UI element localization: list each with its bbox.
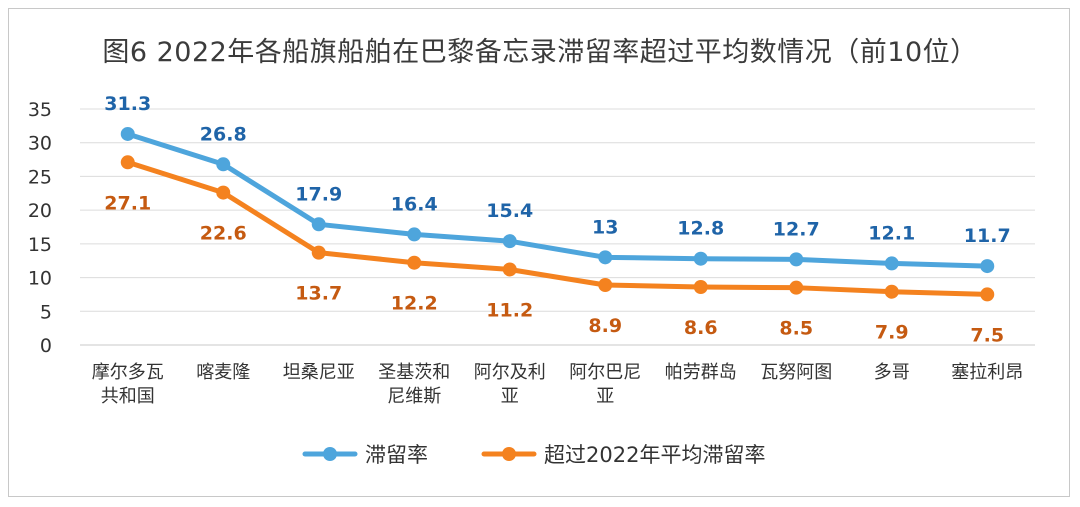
- data-point-marker: [407, 255, 422, 270]
- data-point-marker: [311, 217, 326, 232]
- legend-label-2: 超过2022年平均滞留率: [544, 443, 765, 467]
- data-label: 8.5: [779, 318, 813, 340]
- data-point-marker: [407, 227, 422, 242]
- x-category-label: 尼维斯: [387, 386, 441, 407]
- data-point-marker: [598, 250, 613, 265]
- data-label: 27.1: [104, 192, 151, 214]
- legend-marker-2: [502, 447, 516, 461]
- data-point-marker: [980, 287, 995, 302]
- data-label: 17.9: [295, 183, 342, 205]
- x-category-label: 坦桑尼亚: [283, 362, 355, 383]
- data-point-marker: [311, 245, 326, 260]
- data-point-marker: [502, 234, 517, 249]
- data-point-marker: [980, 259, 995, 274]
- series-line-1: [125, 131, 990, 269]
- y-tick-label: 15: [28, 234, 52, 256]
- chart-frame: [8, 8, 1070, 497]
- data-point-marker: [884, 284, 899, 299]
- data-label: 8.6: [684, 317, 718, 339]
- x-category-label: 阿尔及利: [474, 362, 546, 383]
- data-point-marker: [884, 256, 899, 271]
- y-tick-label: 5: [40, 301, 52, 323]
- x-category-label: 喀麦隆: [196, 362, 250, 383]
- data-point-marker: [216, 185, 231, 200]
- x-category-label: 帕劳群岛: [665, 362, 737, 383]
- y-tick-label: 35: [28, 99, 52, 121]
- x-category-label: 亚: [596, 386, 614, 407]
- y-tick-label: 0: [40, 335, 52, 357]
- data-label: 11.7: [964, 225, 1011, 247]
- series-line-2: [125, 159, 990, 297]
- data-point-marker: [693, 251, 708, 266]
- data-label: 12.8: [677, 218, 724, 240]
- x-category-label: 多哥: [874, 362, 910, 383]
- data-point-marker: [789, 280, 804, 295]
- y-tick-label: 25: [28, 166, 52, 188]
- x-category-label: 摩尔多瓦: [92, 362, 164, 383]
- x-category-label: 亚: [501, 386, 519, 407]
- data-label: 8.9: [588, 315, 622, 337]
- data-label: 16.4: [391, 193, 438, 215]
- data-label: 12.2: [391, 293, 438, 315]
- data-point-marker: [216, 157, 231, 172]
- data-point-marker: [693, 280, 708, 295]
- data-label: 11.2: [486, 299, 533, 321]
- data-label: 26.8: [200, 123, 247, 145]
- data-label: 12.1: [868, 222, 915, 244]
- legend-marker-1: [323, 447, 337, 461]
- y-tick-label: 20: [28, 200, 52, 222]
- data-label: 7.5: [970, 324, 1004, 346]
- x-category-label: 阿尔巴尼: [569, 362, 641, 383]
- data-point-marker: [120, 126, 135, 141]
- x-category-label: 共和国: [101, 386, 155, 407]
- data-label: 13.7: [295, 283, 342, 305]
- data-label: 22.6: [200, 223, 247, 245]
- data-point-marker: [598, 277, 613, 292]
- chart-title: 图6 2022年各船旗船舶在巴黎备忘录滞留率超过平均数情况（前10位）: [102, 37, 978, 68]
- y-tick-label: 10: [28, 268, 52, 290]
- data-point-marker: [120, 155, 135, 170]
- x-category-label: 瓦努阿图: [760, 362, 832, 383]
- data-point-marker: [789, 252, 804, 267]
- legend-label-1: 滞留率: [365, 443, 428, 467]
- x-category-label: 塞拉利昂: [951, 362, 1023, 383]
- data-label: 31.3: [104, 93, 151, 115]
- data-label: 12.7: [773, 218, 820, 240]
- data-label: 7.9: [875, 322, 909, 344]
- y-tick-label: 30: [28, 133, 52, 155]
- x-category-label: 圣基茨和: [378, 362, 450, 383]
- data-label: 13: [592, 216, 618, 238]
- data-label: 15.4: [486, 200, 533, 222]
- data-point-marker: [502, 262, 517, 277]
